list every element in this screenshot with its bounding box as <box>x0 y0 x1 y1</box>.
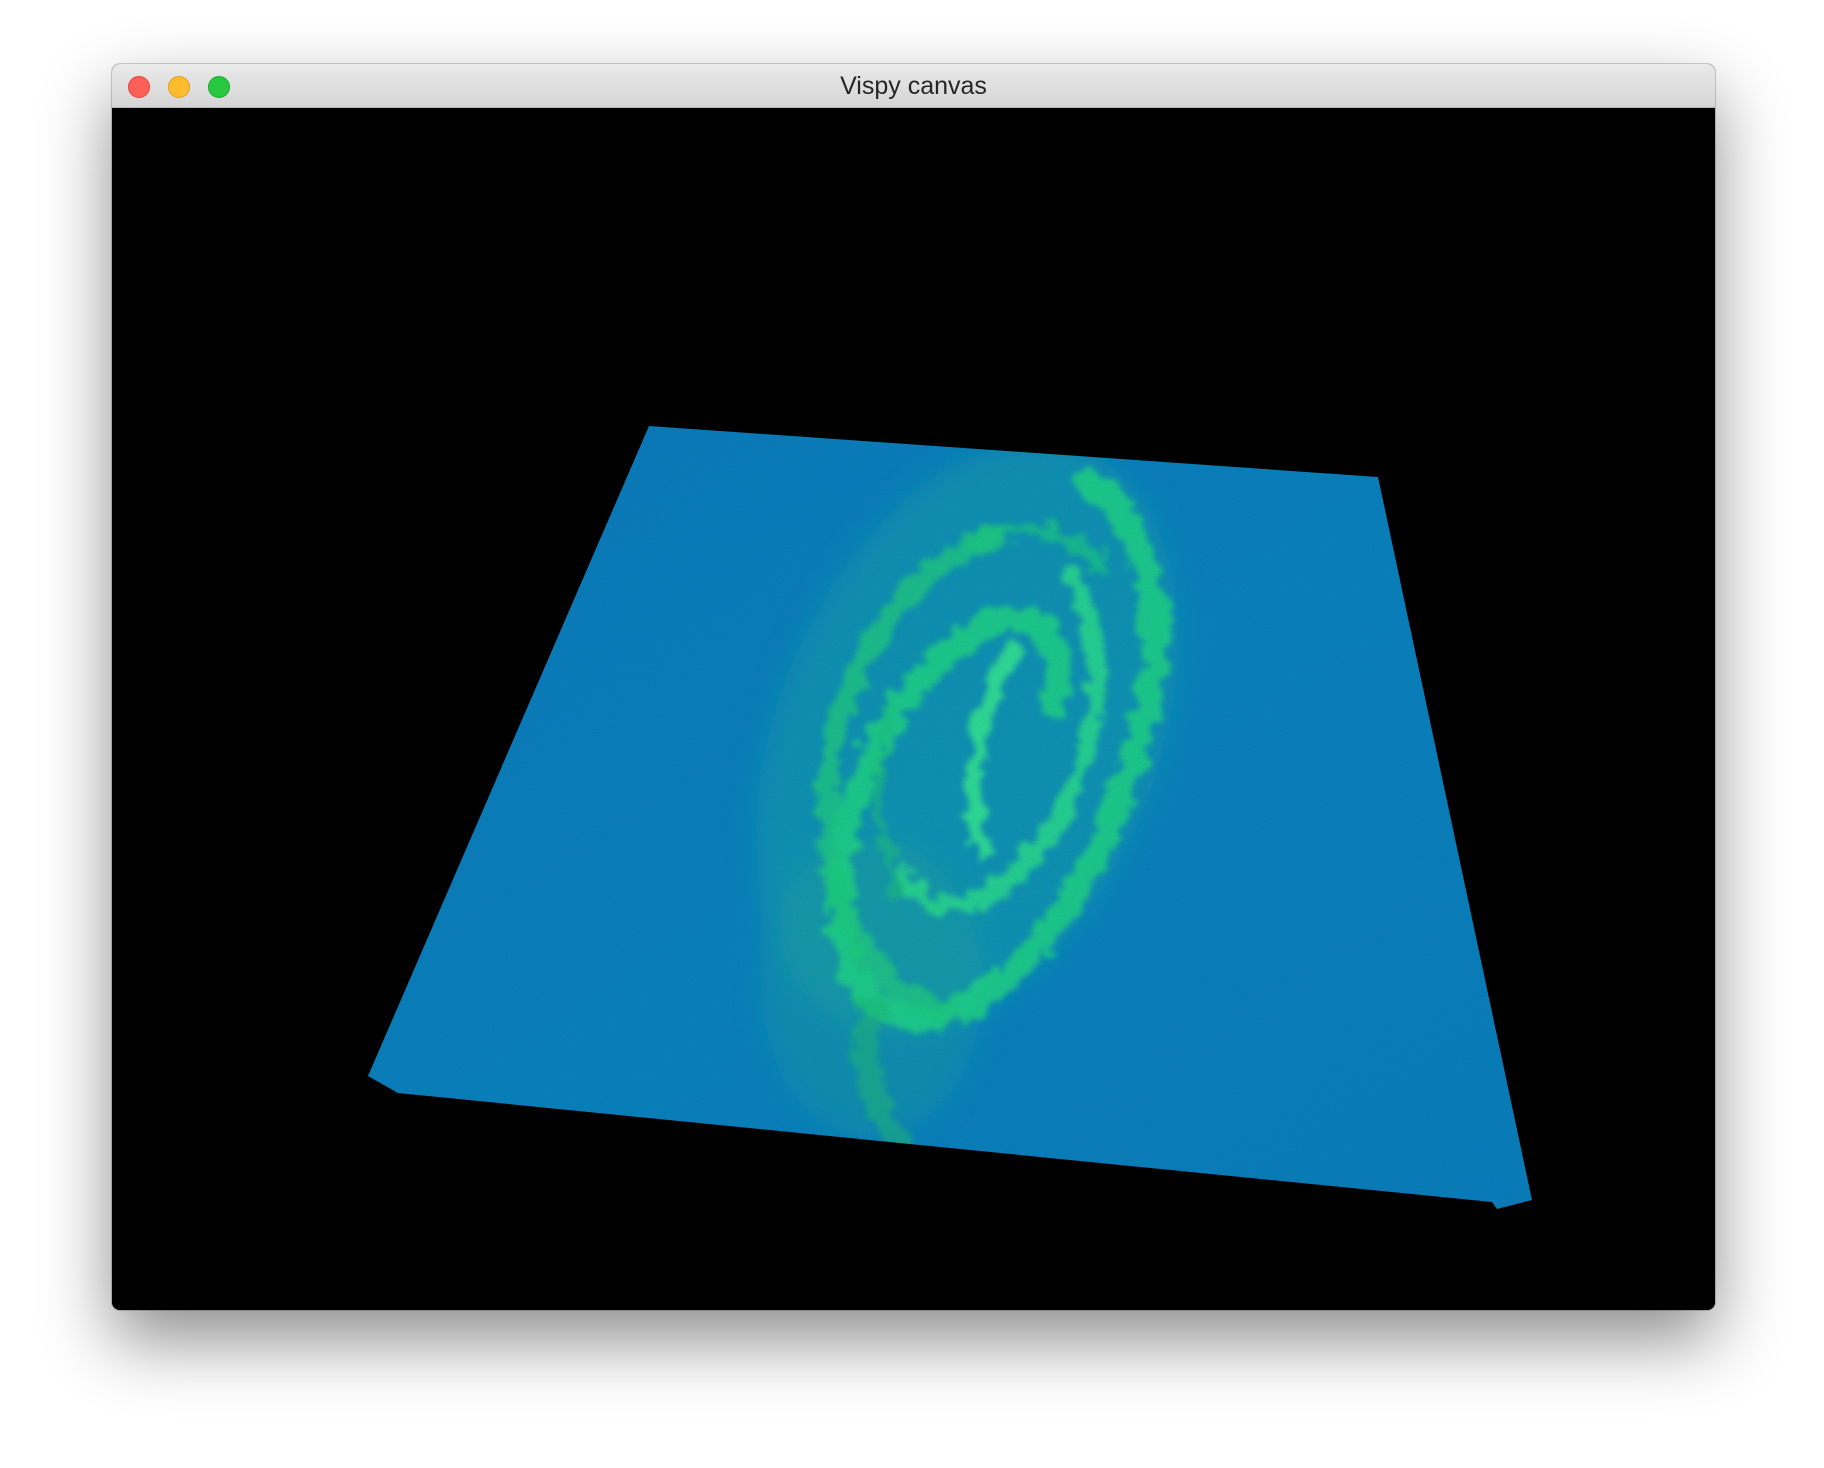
zoom-button[interactable] <box>208 76 230 98</box>
window-title: Vispy canvas <box>840 72 987 100</box>
title-bar[interactable]: Vispy canvas <box>112 64 1715 108</box>
minimize-button[interactable] <box>168 76 190 98</box>
close-button[interactable] <box>128 76 150 98</box>
app-window: Vispy canvas <box>112 64 1715 1310</box>
volume-render <box>368 426 1532 1209</box>
vispy-canvas[interactable] <box>112 108 1715 1310</box>
